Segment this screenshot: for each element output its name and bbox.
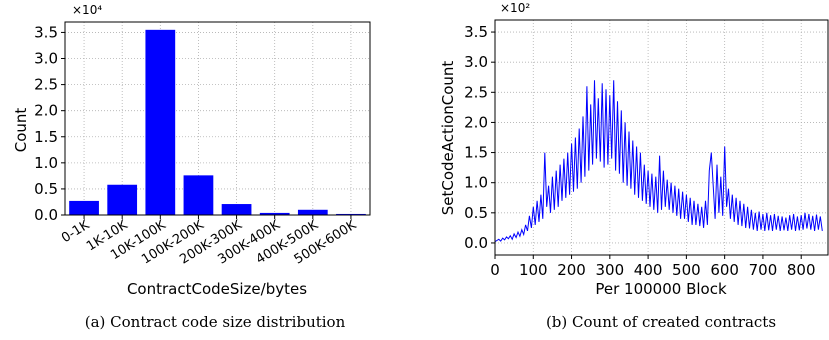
chart-b-frame: [494, 19, 829, 256]
chart-b-y-tick-label: 1.5: [464, 144, 488, 162]
chart-b-x-ticks: 0 100 200 300 400 500 600 700 800: [490, 255, 816, 279]
chart-b-grid: [494, 20, 828, 255]
chart-a-contract-code-size: 0.0 0.5 1.0 1.5 2.0 2.5 3.0 3.5 0-1K1K-10K10K-1…: [12, 3, 371, 331]
chart-b-y-ticks: 0.0 0.5 1.0 1.5 2.0 2.5 3.0 3.5: [464, 23, 495, 252]
chart-a-bar: [259, 212, 290, 215]
chart-a-y-tick-label: 1.0: [34, 154, 58, 172]
chart-a-bar: [69, 200, 99, 215]
chart-a-y-ticks: 0.0 0.5 1.0 1.5 2.0 2.5 3.0 3.5: [34, 23, 65, 224]
chart-a-y-tick-label: 2.5: [34, 76, 58, 94]
chart-a-frame: [64, 21, 371, 216]
chart-b-x-tick-label: 600: [710, 261, 739, 279]
chart-b-x-tick-label: 200: [557, 261, 586, 279]
chart-b-y-tick-label: 3.5: [464, 23, 488, 41]
chart-b-x-tick-label: 0: [490, 261, 500, 279]
chart-a-bar: [221, 204, 252, 215]
chart-a-bars: [69, 29, 366, 215]
chart-b-x-tick-label: 500: [672, 261, 701, 279]
chart-b-x-label: Per 100000 Block: [595, 280, 727, 298]
chart-a-bar: [107, 184, 138, 215]
chart-a-bar: [145, 29, 176, 215]
chart-b-x-tick-label: 700: [749, 261, 778, 279]
chart-b-y-tick-label: 0.0: [464, 234, 488, 252]
chart-a-y-tick-label: 1.5: [34, 128, 58, 146]
chart-b-x-tick-label: 100: [519, 261, 548, 279]
chart-b-y-tick-label: 0.5: [464, 204, 488, 222]
chart-b-plot-area: [495, 20, 828, 255]
chart-a-y-tick-label: 3.0: [34, 50, 58, 68]
chart-a-y-tick-label: 2.0: [34, 102, 58, 120]
chart-a-x-label: ContractCodeSize/bytes: [127, 280, 307, 298]
chart-b-y-tick-label: 1.0: [464, 174, 488, 192]
chart-b-y-label: SetCodeActionCount: [439, 61, 457, 216]
caption-a: (a) Contract code size distribution: [85, 313, 346, 331]
chart-a-bar: [183, 175, 214, 215]
chart-a-x-ticks: 0-1K1K-10K10K-100K100K-200K200K-300K300K…: [59, 215, 359, 267]
chart-a-plot-area: [65, 22, 370, 215]
chart-a-bar: [336, 213, 366, 215]
chart-b-x-tick-label: 300: [596, 261, 625, 279]
chart-b-y-tick-label: 3.0: [464, 53, 488, 71]
chart-b-y-tick-label: 2.5: [464, 83, 488, 101]
chart-a-bar: [297, 209, 328, 215]
chart-a-y-tick-label: 0.5: [34, 180, 58, 198]
chart-b-x-tick-label: 800: [787, 261, 816, 279]
chart-a-y-tick-label: 0.0: [34, 206, 58, 224]
chart-b-created-contracts: 0.0 0.5 1.0 1.5 2.0 2.5 3.0 3.5 0 100 200 300 400 50…: [439, 1, 829, 331]
chart-b-series-line: [494, 80, 823, 243]
chart-b-scale-label: ×10²: [500, 1, 530, 15]
chart-a-scale-label: ×10⁴: [72, 3, 102, 17]
chart-b-y-tick-label: 2.0: [464, 113, 488, 131]
chart-b-x-tick-label: 400: [634, 261, 663, 279]
caption-b: (b) Count of created contracts: [546, 313, 776, 331]
chart-a-y-label: Count: [12, 108, 30, 153]
chart-a-y-tick-label: 3.5: [34, 23, 58, 41]
